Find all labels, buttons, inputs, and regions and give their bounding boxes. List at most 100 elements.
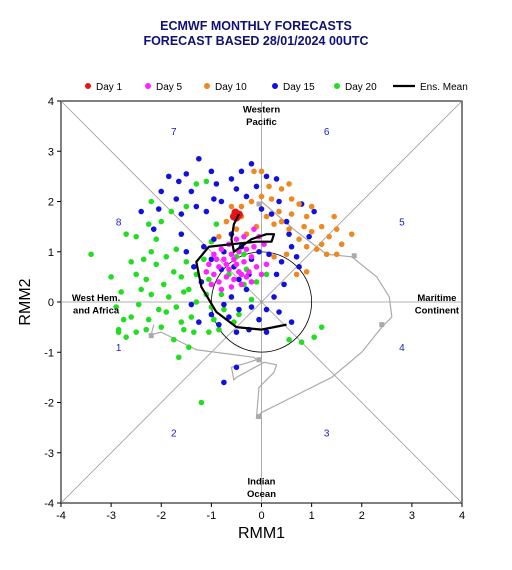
point-day-20 xyxy=(170,269,177,275)
point-day-5 xyxy=(228,251,235,258)
point-day-5 xyxy=(211,271,217,278)
chart-title-line-1: ECMWF MONTHLY FORECASTS xyxy=(160,19,352,33)
point-day-20 xyxy=(216,326,222,333)
point-day-10 xyxy=(333,251,340,258)
point-day-15 xyxy=(273,271,280,278)
point-day-15 xyxy=(276,198,282,205)
region-label: Continent xyxy=(415,306,460,317)
point-day-15 xyxy=(256,248,262,255)
point-day-15 xyxy=(278,259,285,265)
legend-day-1-marker xyxy=(85,83,91,89)
point-day-15 xyxy=(228,294,235,300)
point-day-20 xyxy=(206,276,212,283)
y-axis-label: RMM2 xyxy=(17,278,34,325)
point-day-5 xyxy=(248,279,255,285)
point-day-10 xyxy=(258,193,265,200)
point-day-10 xyxy=(318,241,325,248)
point-day-20 xyxy=(183,259,190,265)
observed-path-marker xyxy=(351,253,357,259)
point-day-15 xyxy=(158,188,165,195)
point-day-10 xyxy=(326,233,332,240)
point-day-15 xyxy=(271,294,277,300)
point-day-15 xyxy=(165,173,172,180)
point-day-20 xyxy=(148,248,155,255)
point-day-20 xyxy=(133,329,139,335)
point-day-15 xyxy=(286,231,292,237)
point-day-15 xyxy=(175,178,182,185)
point-day-5 xyxy=(241,233,247,240)
region-label: Western xyxy=(243,105,281,116)
point-day-5 xyxy=(231,276,237,283)
point-day-20 xyxy=(135,301,142,308)
point-day-10 xyxy=(303,243,310,250)
point-day-10 xyxy=(271,221,277,227)
point-day-10 xyxy=(338,241,345,248)
point-day-10 xyxy=(288,211,295,217)
point-day-20 xyxy=(165,294,172,300)
point-day-20 xyxy=(155,306,162,313)
point-day-20 xyxy=(193,181,200,187)
point-day-15 xyxy=(201,243,207,250)
point-day-5 xyxy=(218,286,225,293)
point-day-5 xyxy=(263,261,270,268)
point-day-10 xyxy=(323,251,330,258)
point-day-20 xyxy=(123,334,129,340)
y-tick-label: 4 xyxy=(48,96,54,108)
point-day-10 xyxy=(303,213,310,220)
point-day-15 xyxy=(256,316,262,323)
y-tick-label: -3 xyxy=(44,448,54,460)
point-day-15 xyxy=(306,233,312,240)
point-day-5 xyxy=(253,264,260,270)
point-day-15 xyxy=(218,198,225,205)
region-label: Pacific xyxy=(246,117,277,128)
point-day-10 xyxy=(278,186,285,192)
chart-title: ECMWF MONTHLY FORECASTS FORECAST BASED 2… xyxy=(0,19,512,49)
point-day-20 xyxy=(138,286,144,293)
point-day-10 xyxy=(286,181,292,187)
point-day-15 xyxy=(221,301,227,308)
point-day-10 xyxy=(333,226,340,232)
point-day-5 xyxy=(206,261,212,268)
point-day-15 xyxy=(213,181,220,187)
point-day-20 xyxy=(145,316,152,323)
diagonal-line xyxy=(60,100,463,504)
legend-day-15-label: Day 15 xyxy=(283,82,315,93)
point-day-5 xyxy=(258,271,265,278)
point-day-10 xyxy=(348,231,355,237)
x-tick-label: -4 xyxy=(56,510,66,522)
point-day-20 xyxy=(133,271,139,278)
point-day-20 xyxy=(191,329,197,335)
legend-day-15-marker xyxy=(272,83,278,89)
point-day-20 xyxy=(188,314,195,320)
legend-day-5-label: Day 5 xyxy=(156,82,183,93)
point-day-5 xyxy=(223,261,230,268)
y-tick-label: 0 xyxy=(48,297,54,309)
point-day-20 xyxy=(145,221,152,227)
point-day-10 xyxy=(288,196,295,202)
region-label: Indian xyxy=(248,476,276,487)
observed-path-marker xyxy=(256,201,262,207)
point-day-20 xyxy=(178,274,185,280)
point-day-20 xyxy=(236,311,242,318)
point-day-20 xyxy=(318,324,325,330)
point-day-5 xyxy=(211,251,217,258)
point-day-5 xyxy=(223,274,230,280)
point-day-20 xyxy=(133,233,139,240)
y-tick-label: -2 xyxy=(44,398,54,410)
point-day-5 xyxy=(226,266,232,273)
phase-label: 3 xyxy=(324,429,330,440)
region-label: Maritime xyxy=(417,293,456,304)
point-day-5 xyxy=(236,269,242,275)
point-day-20 xyxy=(213,221,220,227)
point-day-10 xyxy=(308,228,315,235)
x-tick-label: 4 xyxy=(459,510,465,522)
point-day-5 xyxy=(216,279,222,285)
legend-day-1-label: Day 1 xyxy=(96,82,123,93)
point-day-20 xyxy=(158,218,165,225)
region-label: Ocean xyxy=(247,489,276,500)
y-tick-label: -1 xyxy=(44,347,54,359)
point-day-15 xyxy=(236,306,242,313)
x-tick-label: -1 xyxy=(206,510,216,522)
point-day-20 xyxy=(218,291,225,298)
point-day-15 xyxy=(196,319,202,325)
